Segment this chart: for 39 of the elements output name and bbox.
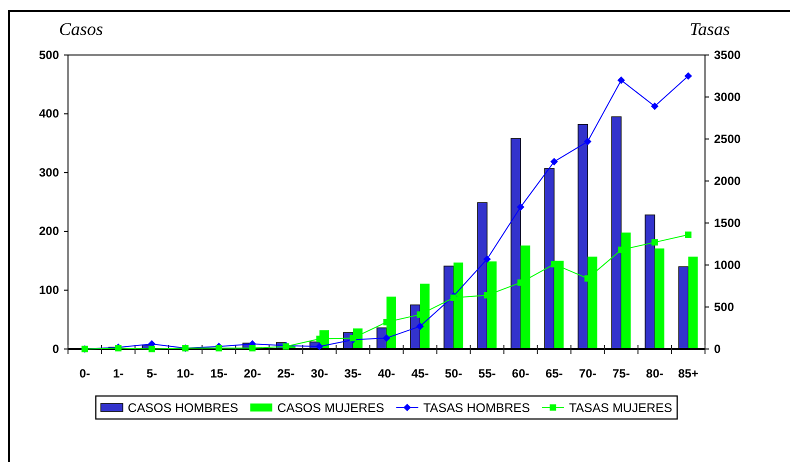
y2-tick-label: 500 [714, 300, 734, 314]
y-tick-label: 300 [38, 165, 60, 180]
y-tick-label: 100 [38, 283, 60, 298]
x-tick-label: 75- [612, 366, 630, 381]
x-tick-label: 30- [310, 366, 328, 381]
y2-tick-label: 3000 [714, 90, 742, 104]
y-tick-label: 200 [38, 224, 60, 238]
x-tick-label: 85+ [678, 366, 698, 381]
x-tick-label: 15- [210, 366, 228, 381]
legend-label: CASOS HOMBRES [128, 400, 238, 415]
x-tick-label: 60- [512, 366, 530, 381]
legend-label: TASAS MUJERES [568, 400, 672, 415]
legend-label: TASAS HOMBRES [423, 400, 530, 415]
x-tick-label: 70- [578, 366, 596, 381]
x-tick-label: 40- [378, 366, 396, 381]
x-tick-label: 65- [545, 366, 563, 381]
legend-label: CASOS MUJERES [277, 400, 384, 415]
x-tick-label: 1- [112, 366, 124, 381]
y2-tick-label: 1500 [714, 216, 742, 230]
x-tick-label: 20- [244, 366, 262, 381]
x-tick-label: 5- [146, 366, 158, 381]
x-tick-label: 55- [478, 366, 496, 381]
x-tick-label: 0- [79, 366, 90, 381]
y2-tick-label: 2000 [714, 174, 742, 188]
x-tick-label: 50- [444, 366, 462, 381]
y-tick-label: 0 [52, 342, 60, 356]
x-tick-label: 80- [646, 366, 664, 381]
y2-tick-label: 1000 [714, 258, 742, 272]
y2-tick-label: 0 [714, 342, 721, 356]
x-tick-label: 10- [176, 366, 194, 381]
x-tick-label: 25- [277, 366, 295, 381]
y-tick-label: 400 [38, 106, 60, 121]
y2-tick-label: 3500 [714, 48, 742, 62]
y2-axis-title: Tasas [690, 19, 730, 39]
y-tick-label: 500 [38, 48, 60, 62]
y-axis-title: Casos [59, 19, 104, 39]
x-tick-label: 35- [344, 366, 362, 381]
x-tick-label: 45- [411, 366, 429, 381]
y2-tick-label: 2500 [714, 132, 742, 146]
